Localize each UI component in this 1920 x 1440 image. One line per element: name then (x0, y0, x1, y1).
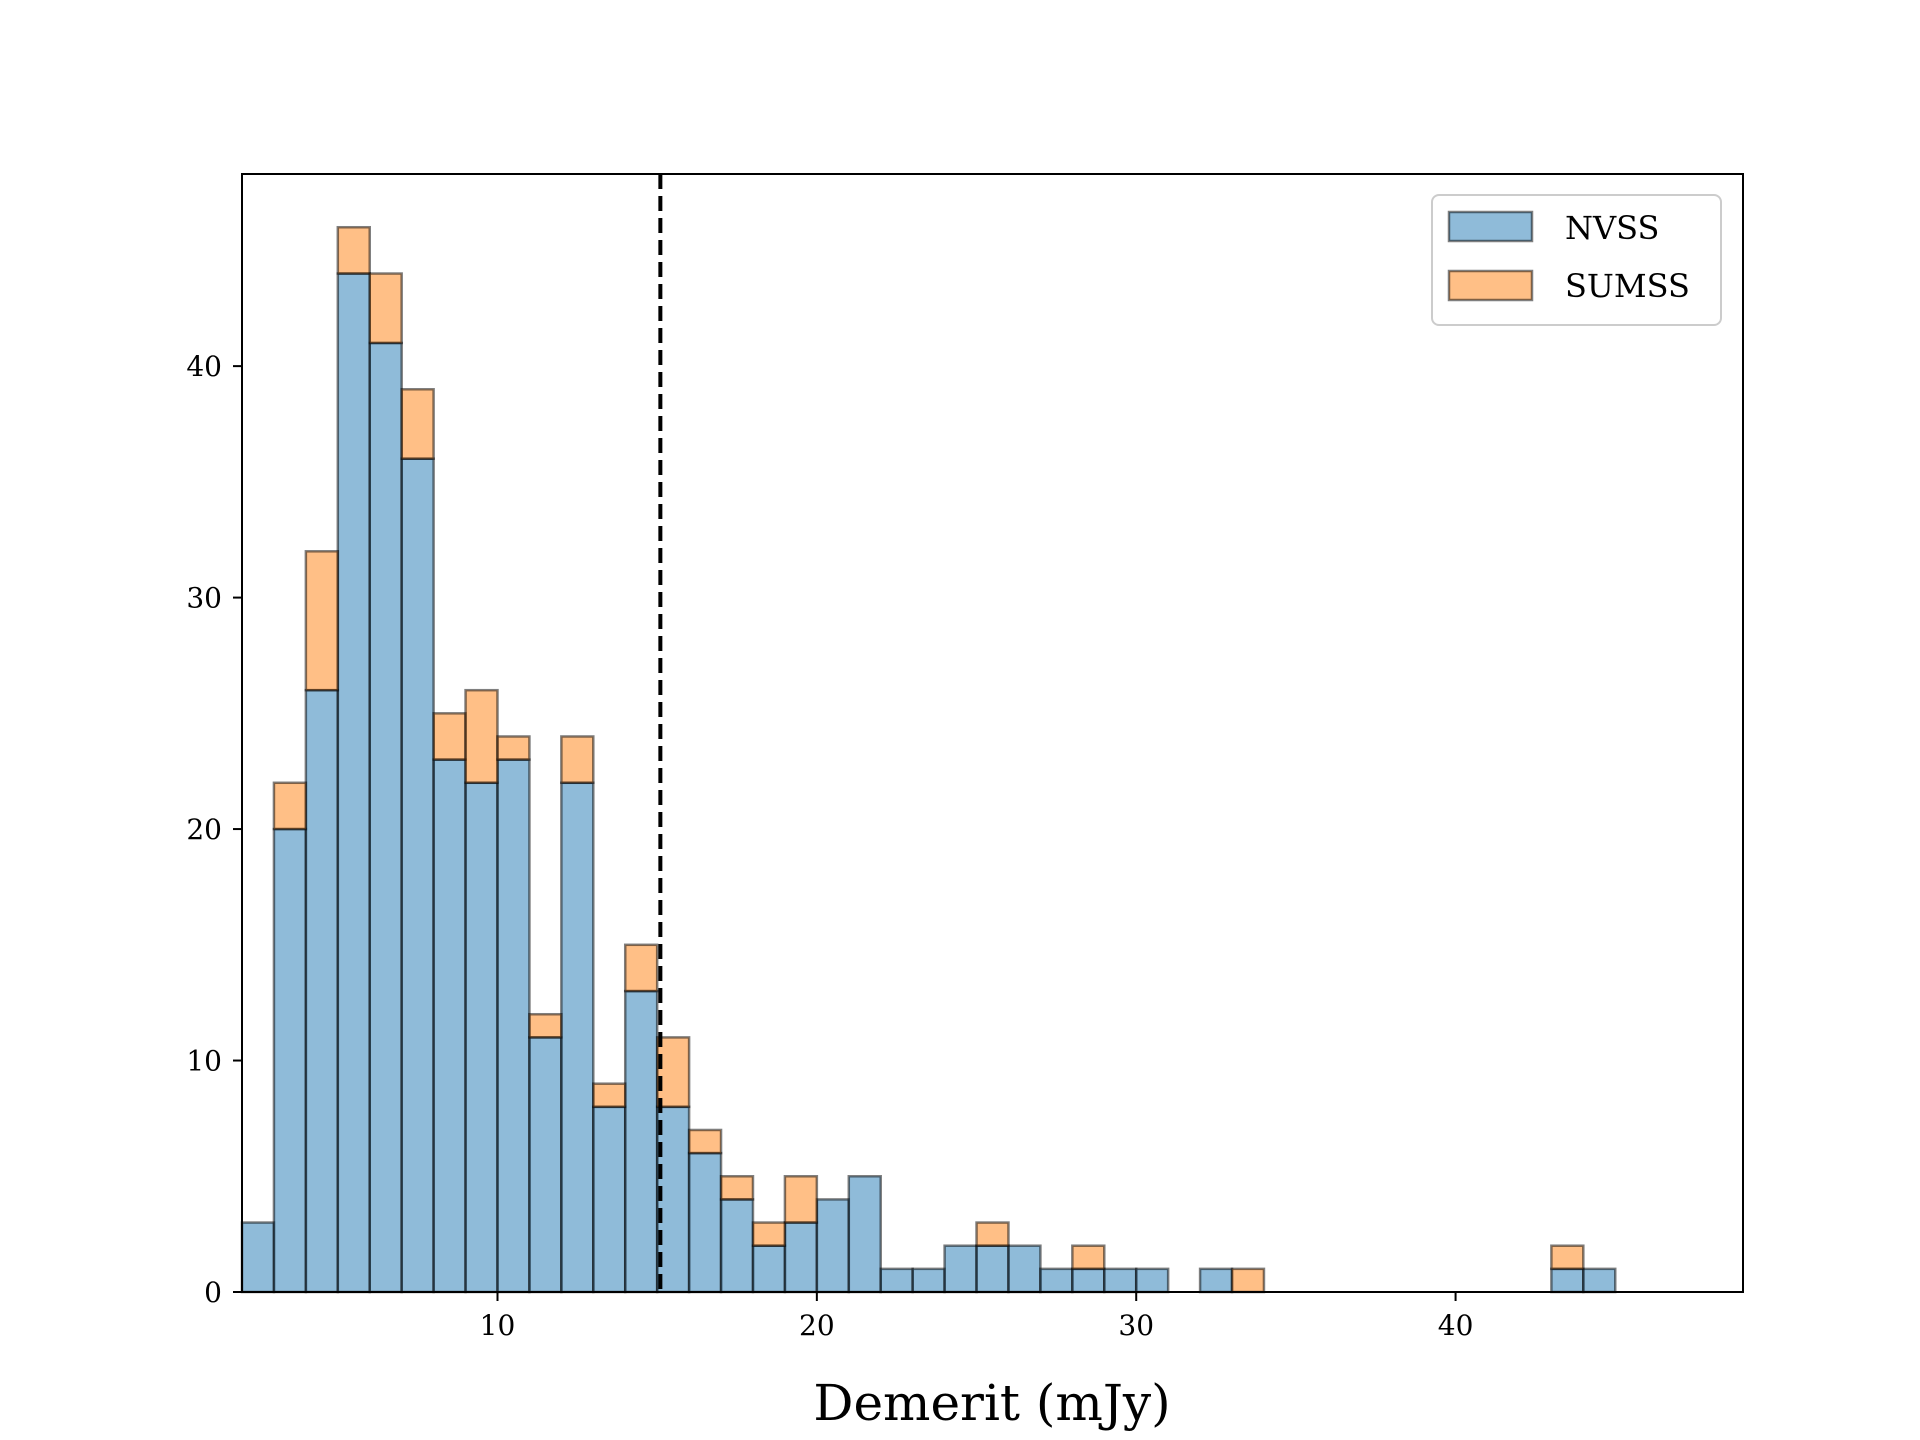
bar-nvss-bin-5 (400, 457, 435, 1294)
bar-nvss-bin-17 (783, 1221, 819, 1294)
bar-nvss-bin-8 (496, 758, 531, 1294)
bar-nvss-bin-25 (1039, 1267, 1074, 1294)
bar-nvss-bin-16 (751, 1244, 787, 1294)
bar-sumss-bin-11 (592, 1082, 627, 1109)
bar-nvss-bin-7 (464, 781, 499, 1294)
y-tick-label: 10 (186, 1045, 222, 1078)
bar-sumss-bin-16 (751, 1221, 787, 1247)
bar-nvss-bin-1 (272, 827, 308, 1294)
legend-swatch-sumss (1447, 269, 1534, 302)
y-tick-label: 0 (204, 1276, 222, 1309)
legend: NVSS SUMSS (1431, 194, 1722, 326)
bar-nvss-bin-22 (943, 1244, 978, 1294)
bar-sumss-bin-10 (560, 735, 595, 785)
bar-nvss-bin-28 (1134, 1267, 1170, 1294)
bar-nvss-bin-18 (815, 1198, 851, 1294)
y-tick-label: 30 (186, 582, 222, 615)
bar-nvss-bin-42 (1582, 1267, 1617, 1294)
bar-sumss-bin-7 (464, 688, 499, 785)
x-tick-label: 10 (480, 1309, 516, 1342)
bar-sumss-bin-2 (304, 550, 340, 692)
bar-nvss-bin-11 (592, 1105, 627, 1294)
bar-nvss-bin-26 (1071, 1267, 1106, 1294)
bar-nvss-bin-2 (304, 688, 340, 1294)
legend-label-nvss: NVSS (1565, 209, 1659, 247)
bar-sumss-bin-41 (1550, 1244, 1585, 1271)
bar-sumss-bin-14 (687, 1128, 723, 1155)
x-axis-ticks: 10 20 30 40 (480, 1292, 1474, 1342)
bar-sumss-bin-3 (336, 225, 371, 275)
y-axis-ticks: 0 10 20 30 40 (186, 350, 242, 1309)
legend-swatch-nvss (1447, 210, 1534, 243)
bar-nvss-bin-21 (911, 1267, 946, 1294)
plot-frame (241, 173, 1744, 1293)
bar-sumss-bin-15 (719, 1175, 755, 1201)
histogram-bars (240, 225, 1617, 1294)
bar-sumss-bin-12 (623, 943, 659, 993)
bar-nvss-bin-23 (975, 1244, 1010, 1294)
bar-nvss-bin-15 (719, 1198, 755, 1294)
bar-sumss-bin-26 (1071, 1244, 1106, 1271)
bar-sumss-bin-1 (272, 781, 308, 831)
bar-nvss-bin-41 (1550, 1267, 1585, 1294)
bar-nvss-bin-10 (560, 781, 595, 1294)
bar-sumss-bin-8 (496, 735, 531, 761)
bar-sumss-bin-6 (432, 712, 467, 761)
bar-sumss-bin-4 (368, 272, 403, 345)
bar-sumss-bin-31 (1230, 1267, 1266, 1294)
x-tick-label: 20 (799, 1309, 835, 1342)
bar-sumss-bin-9 (528, 1012, 563, 1039)
bar-sumss-bin-13 (655, 1036, 691, 1109)
bar-nvss-bin-20 (879, 1267, 914, 1294)
bar-nvss-bin-19 (847, 1175, 882, 1294)
bar-nvss-bin-12 (623, 989, 659, 1294)
bar-nvss-bin-27 (1103, 1267, 1138, 1294)
bar-nvss-bin-3 (336, 272, 371, 1294)
bar-sumss-bin-17 (783, 1175, 819, 1224)
bar-nvss-bin-4 (368, 341, 403, 1294)
x-axis-title: Demerit (mJy) (813, 1374, 1170, 1432)
bar-nvss-bin-9 (528, 1036, 563, 1294)
y-tick-label: 20 (186, 813, 222, 846)
bar-sumss-bin-5 (400, 388, 435, 460)
x-tick-label: 40 (1438, 1309, 1474, 1342)
y-tick-label: 40 (186, 350, 222, 383)
bar-nvss-bin-24 (1007, 1244, 1042, 1294)
bar-sumss-bin-23 (975, 1221, 1010, 1247)
bar-nvss-bin-6 (432, 758, 467, 1294)
legend-label-sumss: SUMSS (1565, 267, 1690, 305)
x-tick-label: 30 (1118, 1309, 1154, 1342)
bar-nvss-bin-14 (687, 1151, 723, 1294)
bar-nvss-bin-30 (1198, 1267, 1234, 1294)
bar-nvss-bin-0 (240, 1221, 276, 1294)
